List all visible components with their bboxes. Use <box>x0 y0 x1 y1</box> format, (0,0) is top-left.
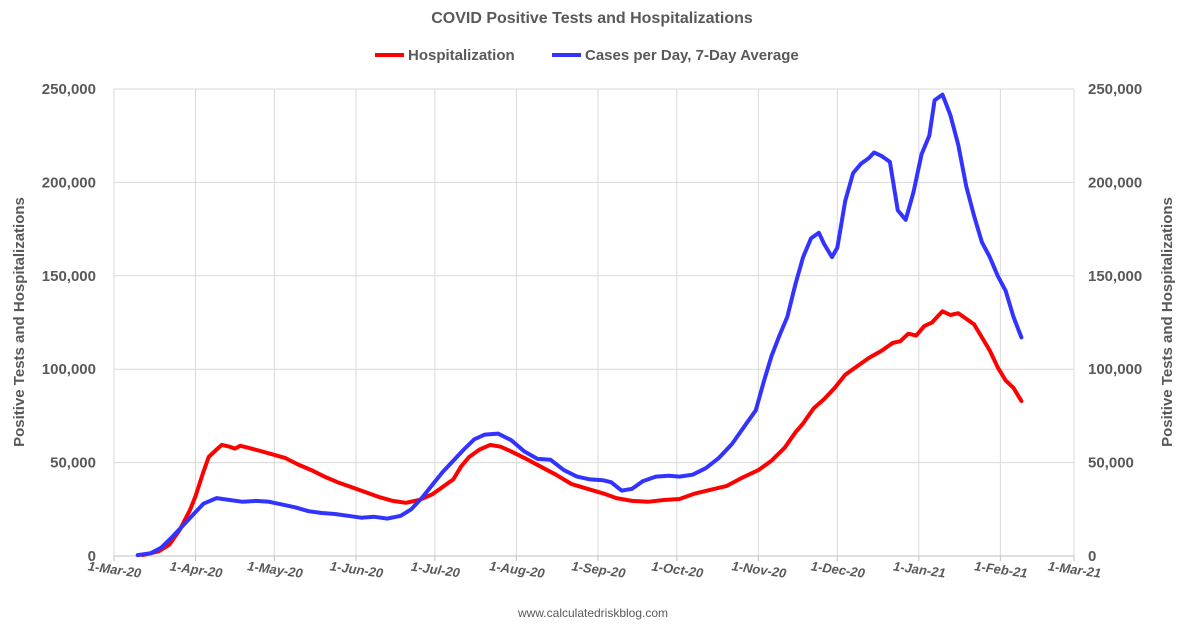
y-tick-label-left: 0 <box>88 548 96 565</box>
x-tick-label: 1-Mar-21 <box>1047 558 1102 580</box>
x-tick-label: 1-Mar-20 <box>87 558 143 580</box>
y-tick-label-right: 100,000 <box>1088 361 1142 378</box>
x-tick-label: 1-Apr-20 <box>169 558 224 580</box>
x-tick-label: 1-Aug-20 <box>488 558 546 581</box>
x-tick-label: 1-Nov-20 <box>731 558 788 581</box>
y-tick-label-left: 100,000 <box>42 361 96 378</box>
y-tick-label-left: 50,000 <box>50 455 96 472</box>
chart-title: COVID Positive Tests and Hospitalization… <box>431 10 753 27</box>
legend-label-cases: Cases per Day, 7-Day Average <box>585 47 799 64</box>
legend-label-hospitalization: Hospitalization <box>408 47 515 64</box>
y-tick-label-right: 150,000 <box>1088 268 1142 285</box>
x-tick-label: 1-Jul-20 <box>410 559 462 581</box>
source-note: www.calculatedriskblog.com <box>517 606 668 620</box>
y-tick-label-right: 200,000 <box>1088 174 1142 191</box>
y-tick-label-right: 0 <box>1088 548 1096 565</box>
x-tick-label: 1-Feb-21 <box>973 558 1028 580</box>
x-tick-label: 1-Jun-20 <box>329 558 385 580</box>
y-axis-left-title: Positive Tests and Hospitalizations <box>11 197 28 447</box>
y-tick-label-left: 150,000 <box>42 268 96 285</box>
y-tick-label-left: 250,000 <box>42 81 96 98</box>
series-lines <box>135 92 1024 558</box>
x-tick-label: 1-Sep-20 <box>571 558 628 581</box>
y-axis-left: 0 50,000 100,000 150,000 200,000 250,000 <box>42 81 96 565</box>
x-tick-label: 1-May-20 <box>246 558 304 581</box>
y-tick-label-left: 200,000 <box>42 174 96 191</box>
x-tick-label: 1-Jan-21 <box>892 558 946 580</box>
y-tick-label-right: 250,000 <box>1088 81 1142 98</box>
x-tick-label: 1-Oct-20 <box>651 558 705 580</box>
series-line-cases <box>135 92 1024 558</box>
y-axis-right: 0 50,000 100,000 150,000 200,000 250,000 <box>1088 81 1142 565</box>
y-axis-right-title: Positive Tests and Hospitalizations <box>1159 197 1176 447</box>
series-line-hospitalization <box>140 309 1024 558</box>
x-axis: 1-Mar-20 1-Apr-20 1-May-20 1-Jun-20 1-Jul-20… <box>87 558 1102 581</box>
y-tick-label-right: 50,000 <box>1088 455 1134 472</box>
x-tick-label: 1-Dec-20 <box>810 558 867 581</box>
legend: Hospitalization Cases per Day, 7-Day Ave… <box>375 47 799 64</box>
